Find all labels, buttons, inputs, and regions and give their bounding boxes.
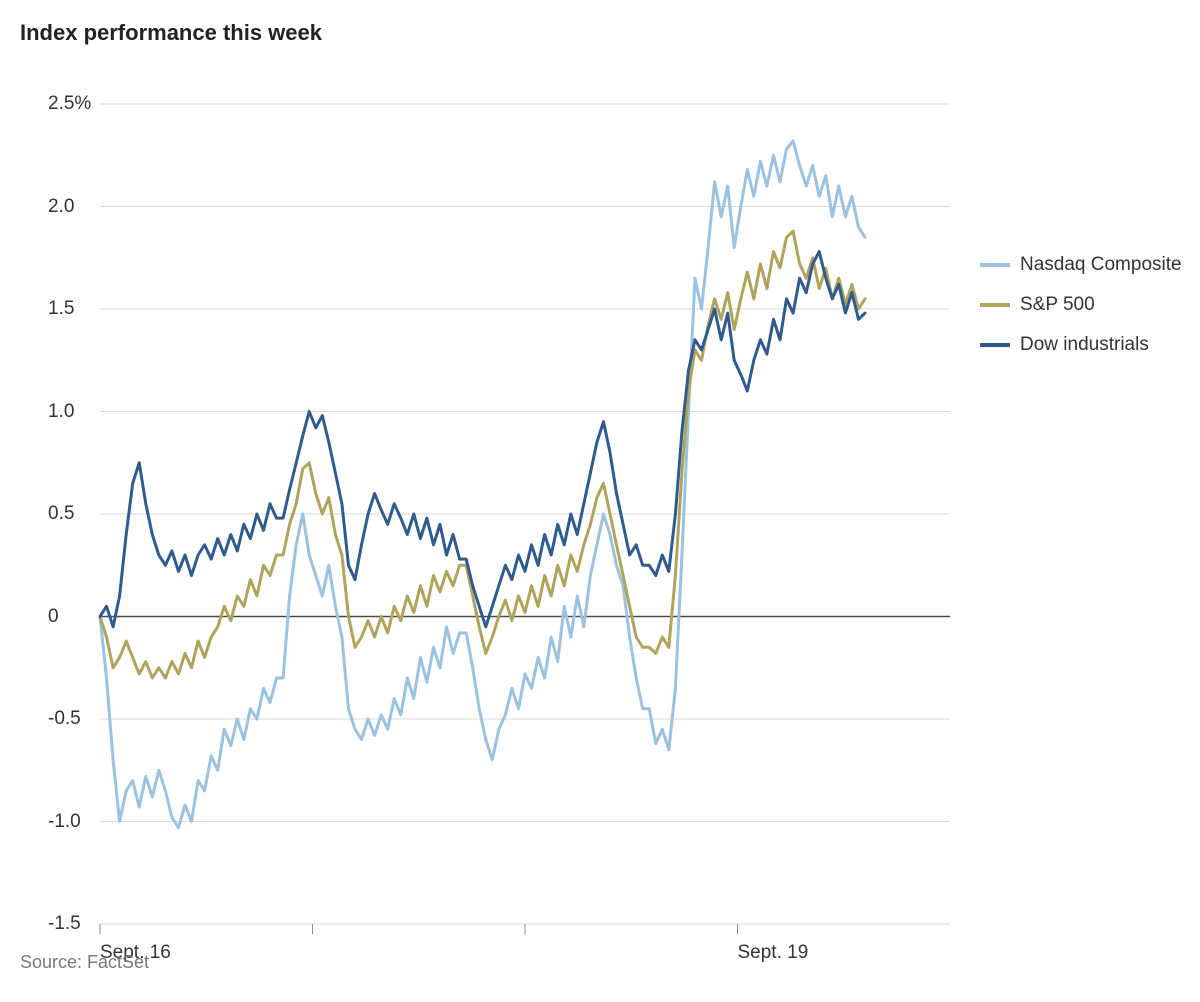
legend-swatch xyxy=(980,343,1010,347)
legend-label: Nasdaq Composite xyxy=(1020,254,1182,276)
legend-swatch xyxy=(980,303,1010,307)
y-tick-label: -1.5 xyxy=(48,913,81,935)
legend-label: S&P 500 xyxy=(1020,294,1095,316)
y-tick-label: 2.5% xyxy=(48,93,91,115)
series-line-sp500 xyxy=(100,231,865,678)
chart-legend: Nasdaq Composite S&P 500 Dow industrials xyxy=(980,254,1182,356)
y-tick-label: 0 xyxy=(48,606,59,628)
y-tick-label: 1.0 xyxy=(48,401,74,423)
y-tick-label: 2.0 xyxy=(48,196,74,218)
y-tick-label: 0.5 xyxy=(48,503,74,525)
plot-area: -1.5-1.0-0.500.51.01.52.02.5% Sept. 16Se… xyxy=(20,54,1180,944)
y-tick-label: 1.5 xyxy=(48,298,74,320)
y-tick-label: -1.0 xyxy=(48,811,81,833)
chart-title: Index performance this week xyxy=(20,20,1180,46)
legend-item-dow: Dow industrials xyxy=(980,334,1182,356)
x-tick-label: Sept. 19 xyxy=(738,942,809,964)
legend-label: Dow industrials xyxy=(1020,334,1149,356)
y-tick-label: -0.5 xyxy=(48,708,81,730)
series-line-dow xyxy=(100,252,865,627)
legend-item-nasdaq: Nasdaq Composite xyxy=(980,254,1182,276)
chart-container: Index performance this week -1.5 -1.0 -0.5… xyxy=(20,20,1180,982)
legend-item-sp500: S&P 500 xyxy=(980,294,1182,316)
series-line-nasdaq xyxy=(100,141,865,828)
chart-source: Source: FactSet xyxy=(20,952,149,973)
legend-swatch xyxy=(980,263,1010,267)
line-chart-svg xyxy=(40,104,960,944)
